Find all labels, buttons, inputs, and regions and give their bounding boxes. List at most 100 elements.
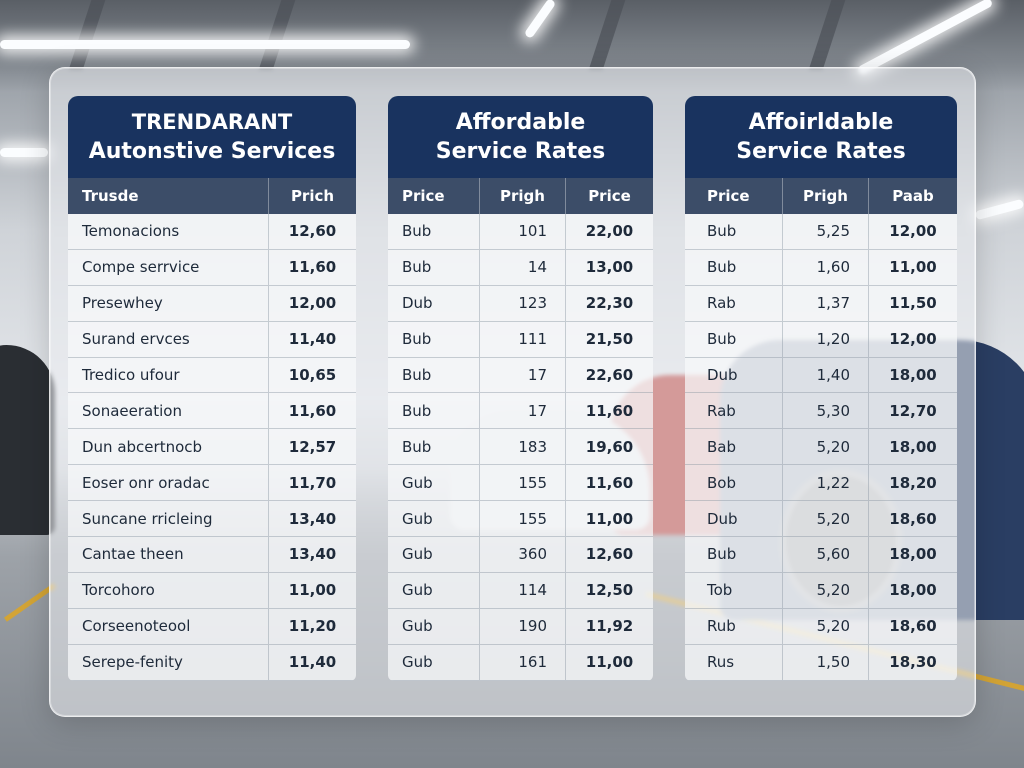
column-header: Trusde [68,178,269,214]
table-row: Gub 114 12,50 [388,572,653,609]
table-row: Bub 183 19,60 [388,429,653,466]
service-cell: Bub [388,249,480,285]
table-row: Rab 5,30 12,70 [685,393,957,430]
price-cell: 101 [480,214,566,249]
table-row: Rus 1,50 18,30 [685,644,957,681]
column-header: Price [588,187,631,205]
price-cell: 22,00 [585,222,634,241]
column-header: Prigh [783,178,869,214]
table-row: Dub 1,40 18,00 [685,357,957,394]
price-cell: 5,25 [783,214,869,249]
table-row: Suncane rricleing 13,40 [68,501,356,538]
price-cell: 18,60 [889,509,937,528]
card-title-line2: Service Rates [736,139,906,164]
parked-car [0,345,55,535]
column-header: Price [388,178,480,214]
table-row: Surand ervces 11,40 [68,321,356,358]
price-cell: 11,40 [288,653,337,672]
price-cell: 11,00 [585,509,634,528]
table-body: Bub 101 22,00 Bub 14 13,00 Dub 123 22,30 Bub 111 21… [388,214,653,681]
price-cell: 11,60 [585,401,634,420]
table-row: Bub 17 22,60 [388,357,653,394]
table-row: Presewhey 12,00 [68,285,356,322]
service-cell: Gub [388,572,480,608]
price-cell: 18,00 [889,437,937,456]
price-cell: 190 [480,608,566,644]
table-row: Serepe-fenity 11,40 [68,644,356,681]
price-cell: 14 [480,249,566,285]
price-cell: 11,00 [288,581,337,600]
services-card: Trendarant Autonstive Services Trusde Pr… [68,96,356,681]
price-cell: 12,57 [288,437,337,456]
price-cell: 12,00 [288,294,337,313]
rates-card: Affoirldable Service Rates Price Prigh P… [685,96,957,681]
service-cell: Cantae theen [68,537,269,572]
service-cell: Rab [685,393,783,429]
price-cell: 19,60 [585,437,634,456]
service-cell: Temonacions [68,214,269,249]
price-cell: 111 [480,321,566,357]
service-cell: Rab [685,285,783,321]
price-cell: 11,20 [288,617,337,636]
price-cell: 5,20 [783,608,869,644]
table-row: Bub 17 11,60 [388,393,653,430]
price-cell: 22,60 [585,366,634,384]
price-cell: 1,60 [783,249,869,285]
ceiling-light [0,148,48,157]
price-cell: 18,00 [889,366,937,384]
service-cell: Bub [388,357,480,393]
service-cell: Gub [388,537,480,572]
table-row: Dub 123 22,30 [388,285,653,322]
table-header: Trusde Prich [68,178,356,214]
service-cell: Gub [388,608,480,644]
table-row: Corseenoteool 11,20 [68,608,356,645]
service-cell: Dun abcertnocb [68,429,269,465]
table-row: Compe serrvice 11,60 [68,249,356,286]
price-cell: 13,00 [585,258,634,277]
price-cell: 5,20 [783,501,869,537]
price-cell: 5,20 [783,572,869,608]
card-title-line1: Trendarant [131,110,293,134]
service-cell: Torcohoro [68,572,269,608]
service-cell: Bub [388,429,480,465]
price-cell: 18,00 [889,545,937,564]
table-row: Bub 14 13,00 [388,249,653,286]
service-cell: Rub [685,608,783,644]
table-row: Temonacions 12,60 [68,214,356,250]
price-cell: 12,60 [288,222,337,241]
service-cell: Bub [685,537,783,572]
price-cell: 1,50 [783,644,869,680]
price-cell: 183 [480,429,566,465]
price-cell: 11,50 [889,294,937,313]
price-cell: 360 [480,537,566,572]
table-body: Temonacions 12,60 Compe serrvice 11,60 Prese… [68,214,356,681]
card-title-line2: Service Rates [435,139,606,164]
price-cell: 18,60 [889,617,937,636]
price-cell: 11,92 [585,617,634,636]
table-row: Bub 1,60 11,00 [685,249,957,286]
service-cell: Bab [685,429,783,465]
column-header: Prigh [480,178,566,214]
price-cell: 12,00 [889,222,937,241]
price-cell: 11,00 [889,258,937,277]
price-cell: 11,70 [288,473,337,492]
table-row: Bub 111 21,50 [388,321,653,358]
price-cell: 1,20 [783,321,869,357]
service-cell: Gub [388,644,480,680]
table-row: Rub 5,20 18,60 [685,608,957,645]
service-cell: Bub [388,321,480,357]
service-cell: Bub [685,214,783,249]
price-cell: 161 [480,644,566,680]
price-cell: 12,60 [585,545,634,564]
table-row: Cantae theen 13,40 [68,537,356,573]
card-title-line1: Affoirldable [748,110,894,135]
price-cell: 11,60 [585,473,634,492]
service-cell: Bub [685,249,783,285]
price-cell: 13,40 [288,545,337,564]
service-cell: Surand ervces [68,321,269,357]
service-cell: Serepe-fenity [68,644,269,680]
price-cell: 17 [480,357,566,393]
table-header: Price Prigh Price [388,178,653,214]
rates-card: Affordable Service Rates Price Prigh Pri… [388,96,653,681]
price-cell: 155 [480,501,566,537]
